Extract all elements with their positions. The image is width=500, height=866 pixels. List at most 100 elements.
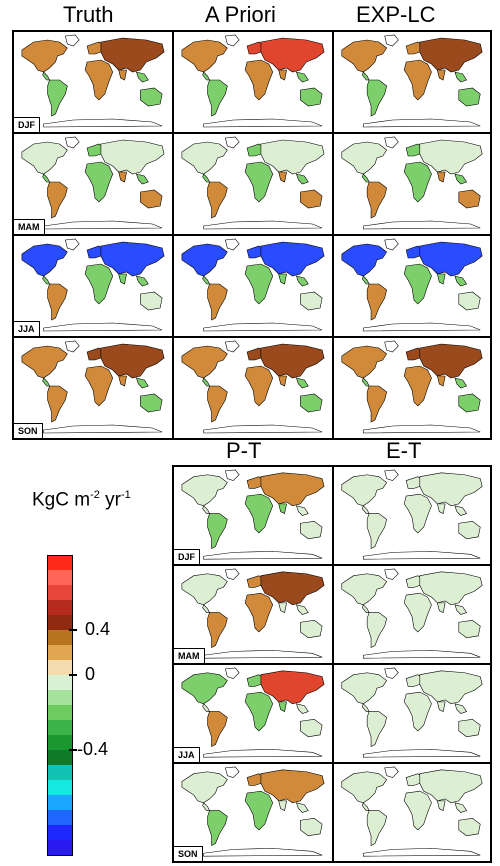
continent-india — [278, 800, 287, 811]
continent-africa — [244, 691, 274, 732]
continent-seAsia — [454, 505, 468, 516]
continent-greenland — [384, 136, 399, 149]
continent-northAmerica — [181, 243, 228, 277]
continent-seAsia — [295, 802, 309, 813]
continent-northAmerica — [341, 243, 388, 277]
continent-southAmerica — [366, 513, 387, 549]
continent-india — [118, 171, 127, 183]
continent-antarctica — [43, 424, 163, 434]
colorbar-tickmark — [69, 674, 77, 676]
continent-greenland — [384, 766, 399, 778]
continent-northAmerica — [181, 39, 228, 73]
continent-greenland — [224, 766, 240, 778]
continent-northAmerica — [21, 345, 68, 379]
colorbar-tick-label: -0.4 — [77, 739, 109, 759]
continent-africa — [403, 59, 432, 101]
season-label-djf: DJF — [14, 117, 41, 132]
continent-asia — [419, 571, 483, 606]
continent-northAmerica — [341, 573, 388, 606]
map-apriori-son — [172, 336, 334, 440]
continent-centralAm — [361, 802, 370, 811]
continent-southAmerica — [47, 385, 68, 423]
continent-asia — [419, 37, 483, 73]
continent-india — [278, 602, 287, 613]
continent-australia — [458, 521, 481, 540]
continent-australia — [300, 521, 323, 540]
colorbar-tickmark — [69, 629, 77, 631]
continent-southAmerica — [366, 612, 387, 648]
continent-india — [436, 800, 446, 811]
continent-australia — [300, 189, 323, 209]
continent-northAmerica — [21, 39, 68, 73]
continent-africa — [403, 691, 432, 732]
colorbar-cell — [47, 810, 73, 826]
continent-asia — [260, 670, 325, 705]
continent-greenland — [64, 340, 80, 353]
continent-northAmerica — [341, 141, 388, 175]
colorbar-cell — [47, 840, 73, 856]
season-label-mam: MAM — [174, 648, 205, 663]
map-apriori-djf — [172, 30, 334, 134]
continent-asia — [419, 769, 483, 804]
season-label-jja: JJA — [174, 747, 200, 762]
continent-asia — [260, 139, 325, 175]
continent-greenland — [224, 667, 240, 679]
colorbar-cell — [47, 675, 73, 691]
map-truth-son: SON — [12, 336, 174, 440]
continent-centralAm — [202, 703, 211, 712]
colorbar-cell — [47, 615, 73, 631]
continent-centralAm — [361, 703, 370, 712]
continent-africa — [403, 592, 432, 633]
continent-africa — [403, 161, 432, 203]
season-label-jja: JJA — [14, 321, 40, 336]
continent-india — [436, 69, 446, 81]
continent-antarctica — [203, 650, 323, 659]
season-label-son: SON — [174, 846, 203, 861]
continent-southAmerica — [366, 711, 387, 747]
continent-southAmerica — [366, 79, 387, 117]
continent-africa — [244, 263, 274, 305]
continent-antarctica — [203, 848, 323, 857]
continent-antarctica — [43, 322, 163, 332]
map-truth-jja: JJA — [12, 234, 174, 338]
continent-seAsia — [454, 173, 468, 185]
colorbar-cell — [47, 795, 73, 811]
continent-india — [436, 273, 446, 285]
continent-greenland — [224, 340, 240, 353]
continent-asia — [260, 571, 325, 606]
continent-southAmerica — [366, 810, 387, 846]
continent-australia — [140, 87, 163, 107]
map-explc-mam — [332, 132, 492, 236]
continent-india — [436, 602, 446, 613]
continent-northAmerica — [181, 672, 228, 705]
continent-southAmerica — [47, 79, 68, 117]
continent-seAsia — [454, 703, 468, 714]
continent-australia — [140, 189, 163, 209]
continent-southAmerica — [207, 810, 228, 846]
colorbar-cell — [47, 600, 73, 616]
map-pt-son: SON — [172, 762, 334, 863]
continent-antarctica — [203, 118, 323, 128]
continent-india — [436, 375, 446, 387]
map-apriori-mam — [172, 132, 334, 236]
continent-northAmerica — [181, 771, 228, 804]
continent-seAsia — [295, 505, 309, 516]
colorbar-cell — [47, 750, 73, 766]
continent-asia — [419, 241, 483, 277]
continent-antarctica — [203, 322, 323, 332]
continent-centralAm — [42, 173, 51, 183]
map-et-mam — [332, 564, 492, 665]
continent-centralAm — [202, 275, 211, 285]
continent-greenland — [224, 34, 240, 47]
continent-seAsia — [135, 173, 149, 185]
colorbar-cell — [47, 645, 73, 661]
continent-seAsia — [295, 71, 309, 83]
continent-northAmerica — [21, 243, 68, 277]
continent-seAsia — [454, 802, 468, 813]
continent-india — [436, 503, 446, 514]
title-a-priori: A Priori — [205, 2, 276, 27]
continent-seAsia — [135, 377, 149, 389]
continent-seAsia — [295, 173, 309, 185]
continent-india — [118, 69, 127, 81]
continent-asia — [100, 241, 165, 277]
